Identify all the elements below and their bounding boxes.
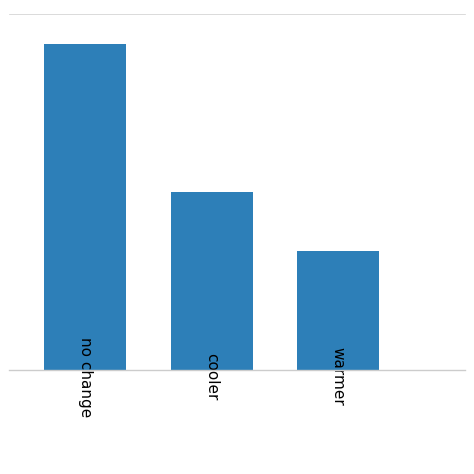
Bar [171,192,253,370]
Bar [297,251,379,370]
Bar [44,44,127,370]
